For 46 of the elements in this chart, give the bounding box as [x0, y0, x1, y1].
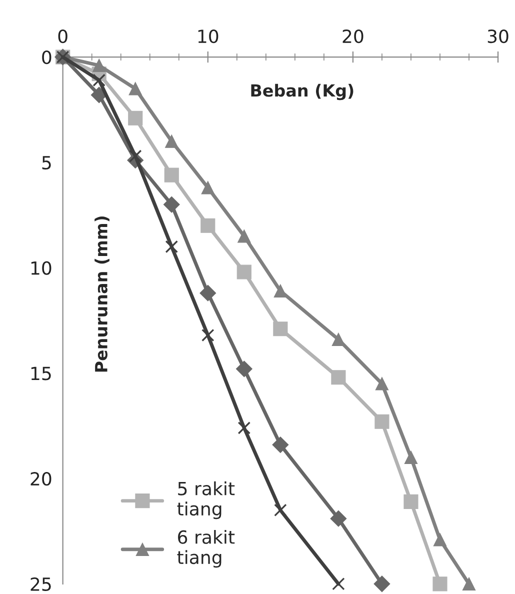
point	[331, 370, 346, 385]
point	[274, 284, 288, 298]
point	[200, 284, 216, 302]
point	[128, 110, 143, 126]
y-tick-label: 25	[30, 577, 51, 592]
point	[238, 230, 251, 243]
point	[330, 510, 347, 527]
point	[332, 332, 346, 346]
y-tick-label: 20	[30, 472, 52, 486]
point	[92, 74, 106, 87]
x-tick-label: 10	[198, 29, 218, 44]
y-tick-label: 0	[42, 50, 52, 64]
point	[165, 240, 178, 254]
point	[374, 414, 390, 429]
x-tick-label: 0	[58, 29, 68, 44]
point	[236, 360, 252, 378]
point	[404, 450, 418, 464]
point	[92, 58, 106, 72]
point	[201, 181, 214, 194]
point	[273, 322, 288, 336]
point	[163, 196, 180, 213]
legend-label: 5 rakit tiang	[177, 481, 235, 520]
y-tick-label: 5	[42, 156, 51, 170]
point	[404, 494, 418, 510]
x-axis-title: Beban (Kg)	[251, 84, 354, 100]
y-axis-title: Penurunan (mm)	[94, 216, 110, 372]
point	[238, 422, 251, 434]
point	[433, 533, 447, 546]
point	[128, 82, 142, 96]
point	[332, 578, 345, 590]
point	[200, 218, 216, 233]
point	[432, 576, 448, 592]
point	[165, 134, 178, 148]
point	[375, 377, 389, 390]
point	[164, 168, 179, 182]
point	[462, 577, 476, 590]
point	[274, 504, 287, 517]
point	[374, 576, 390, 592]
point	[272, 436, 289, 454]
point	[202, 328, 214, 342]
x-tick-label: 20	[342, 29, 364, 44]
y-tick-label: 15	[31, 366, 51, 380]
legend-label: 6 rakit tiang	[177, 530, 235, 568]
x-tick-label: 30	[488, 29, 508, 44]
y-tick-label: 10	[31, 261, 52, 275]
point	[236, 264, 252, 280]
